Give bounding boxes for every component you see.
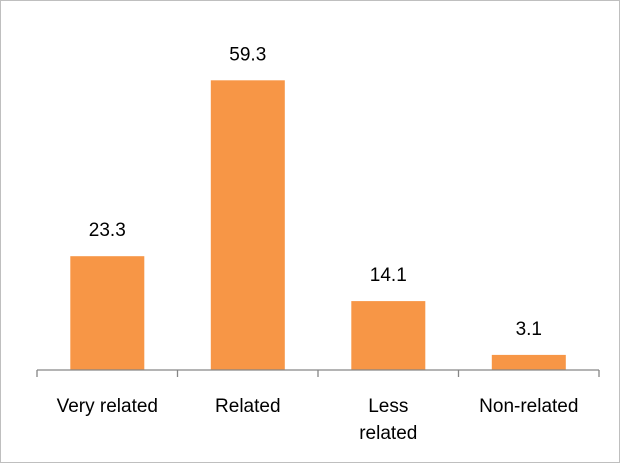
bar-3 [491,354,566,370]
category-label-2: Less related [359,396,417,444]
category-label-3: Non-related [479,396,578,417]
bar-1 [210,80,285,371]
data-label-1: 59.3 [229,44,266,65]
data-labels-group: 23.3 59.3 14.1 3.1 [89,44,542,340]
data-label-2: 14.1 [370,265,407,286]
data-label-0: 23.3 [89,220,126,241]
bar-0 [70,256,145,370]
bar-2 [351,301,426,370]
category-labels-group: Very related Related Less related Non-relate… [57,396,579,444]
category-label-1: Related [215,396,281,417]
category-label-0: Very related [57,396,158,417]
x-axis [36,369,600,377]
bars-group [70,80,566,371]
data-label-3: 3.1 [516,319,542,340]
